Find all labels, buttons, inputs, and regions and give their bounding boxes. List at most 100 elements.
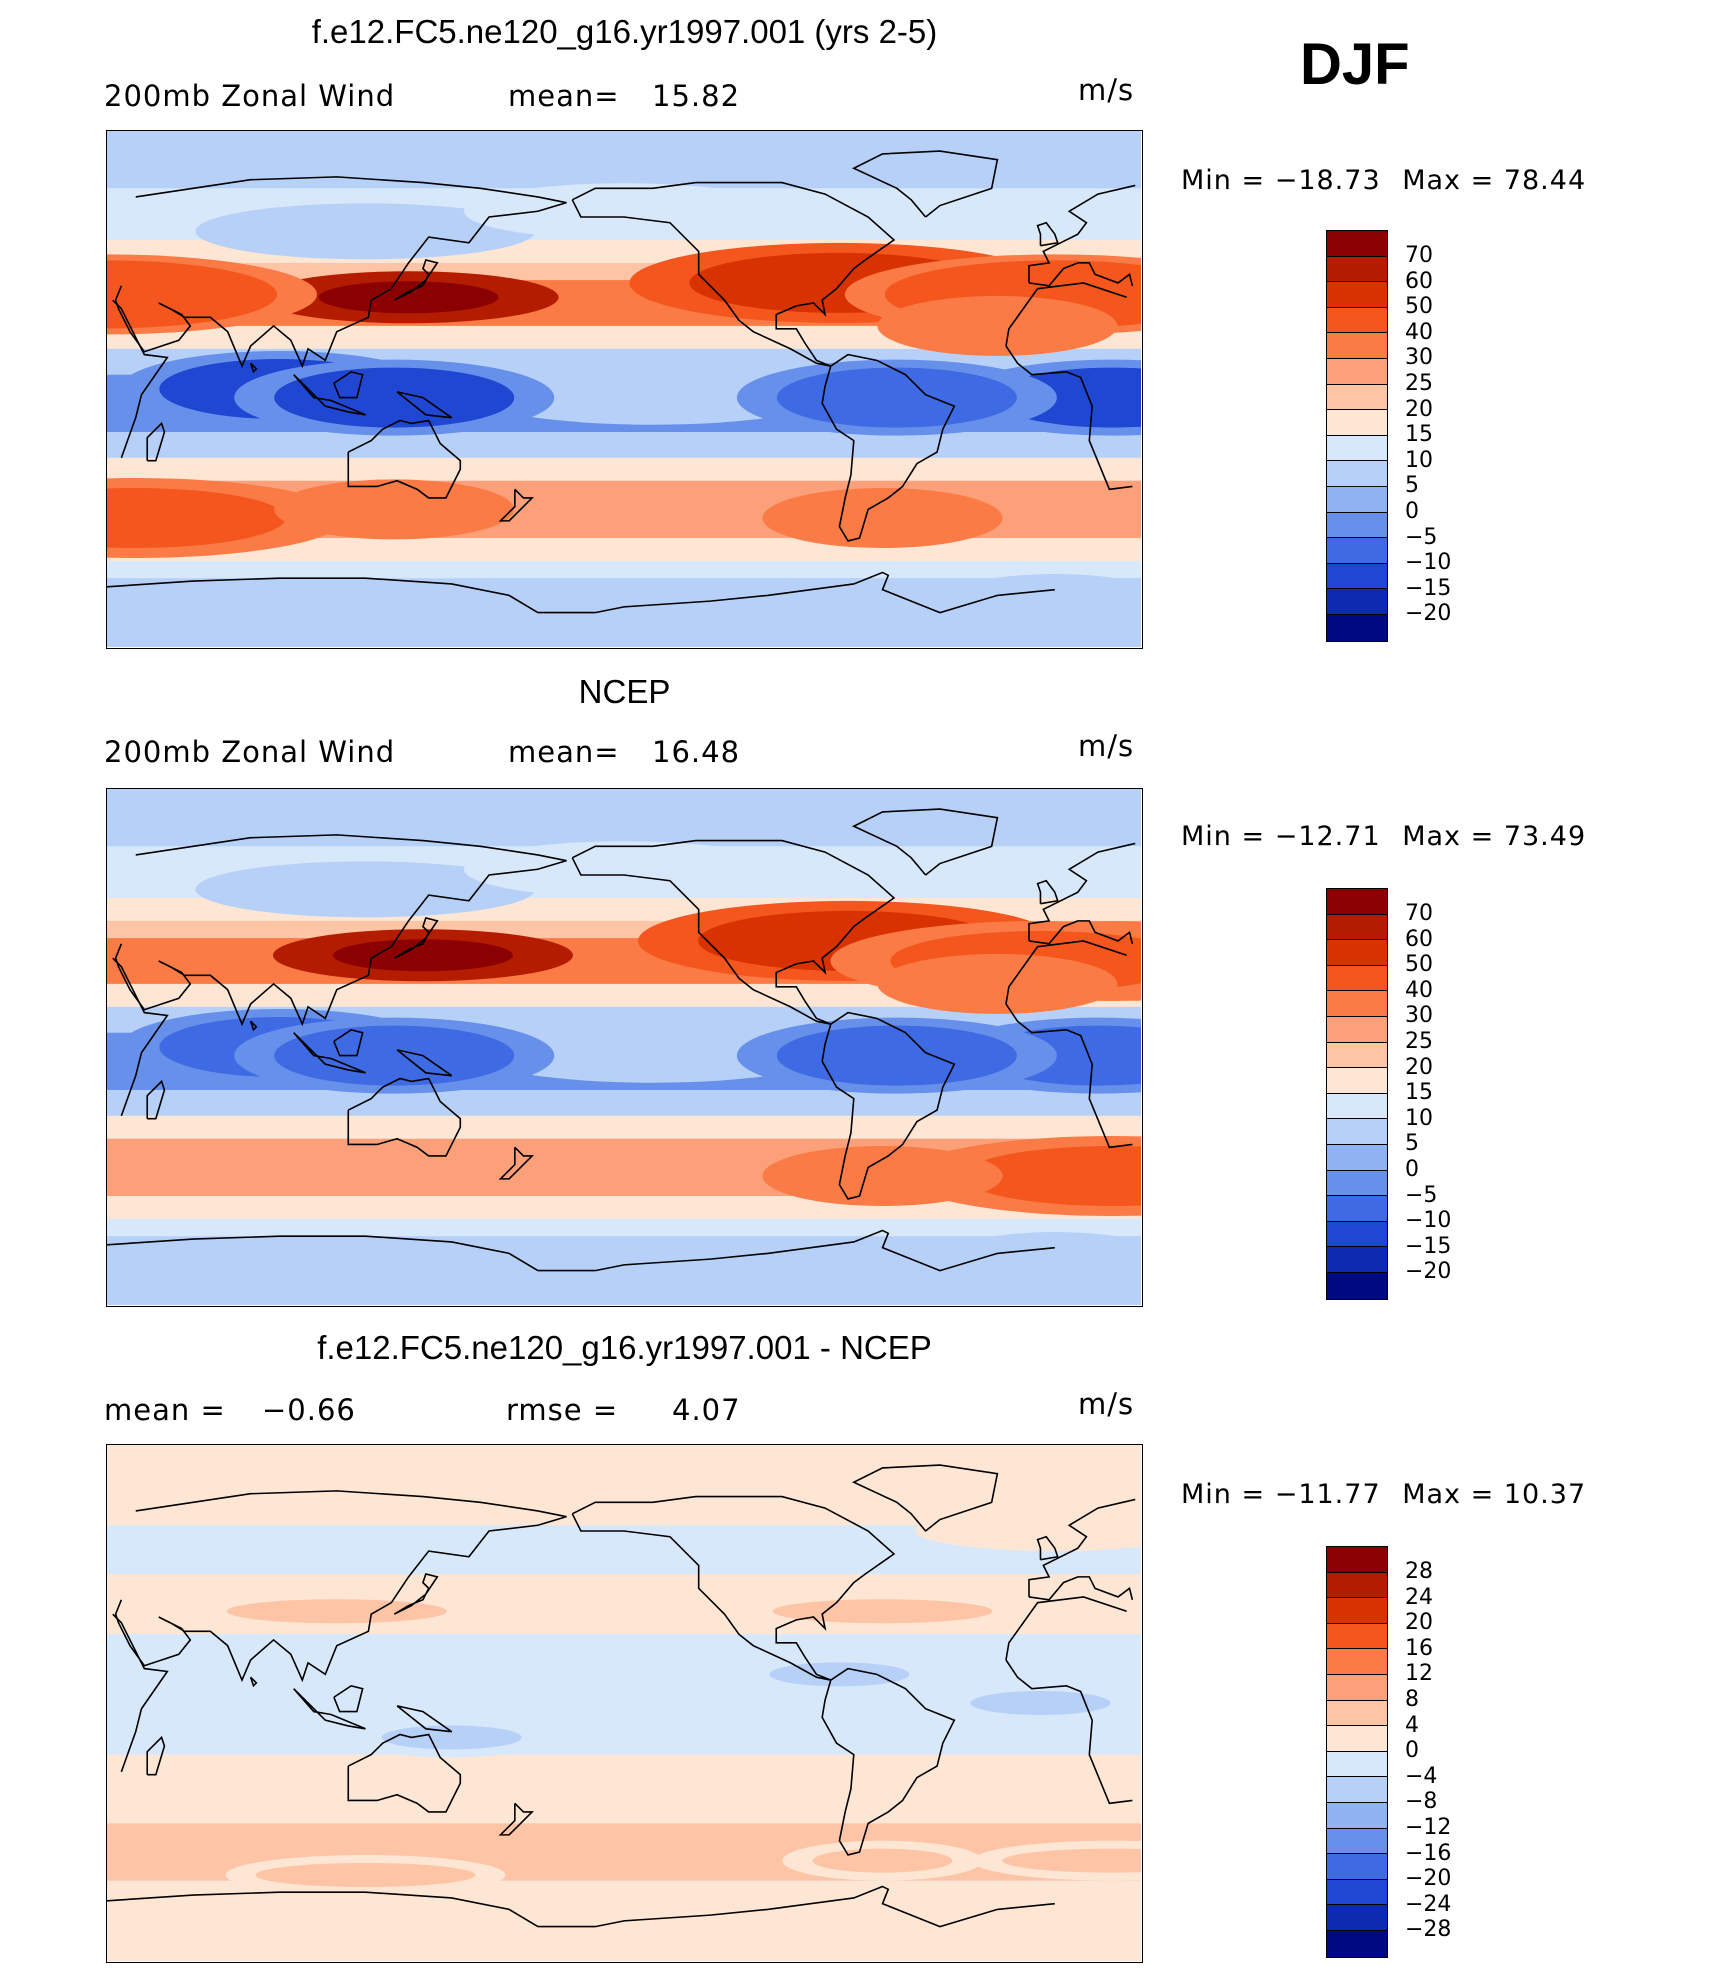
colorbar-swatch: [1327, 563, 1387, 590]
panel-1-minmax: Min = −18.73 Max = 78.44: [1181, 166, 1586, 196]
panel-3-rmse-value: 4.07: [672, 1393, 741, 1427]
panel-2-field: [107, 789, 1141, 1305]
field-blob: [464, 183, 784, 240]
colorbar-swatch: [1327, 914, 1387, 941]
panel-2-variable-label: 200mb Zonal Wind: [104, 735, 396, 769]
colorbar-tick-label: 16: [1405, 1635, 1433, 1661]
coastline-sri: [249, 1676, 258, 1688]
colorbar-tick-label: 60: [1405, 926, 1433, 952]
panel-1-field: [107, 131, 1141, 647]
colorbar-swatch: [1327, 940, 1387, 966]
field-blob: [877, 953, 1118, 1014]
panel-2-colorbar-labels: 70 60 50 40 30 25 20 15 10 5 0 −5 −10 −15 −20: [1405, 901, 1451, 1285]
colorbar-swatch: [1327, 1905, 1387, 1931]
zonal-band: [107, 1445, 1141, 1526]
coastline-eurasia: [1028, 842, 1136, 941]
coastline-eurasia: [114, 176, 567, 369]
panel-3-plot: [107, 1445, 1141, 1961]
coastline-indonesia: [293, 1032, 366, 1074]
colorbar-swatch: [1327, 1068, 1387, 1094]
colorbar-swatch: [1327, 1144, 1387, 1171]
field-blob: [107, 264, 257, 325]
coastline-namerica: [571, 1495, 896, 1681]
coastline-madagascar: [146, 421, 166, 462]
coastline-antarctica: [537, 571, 1055, 614]
coastline-eurasia: [1028, 1498, 1136, 1597]
colorbar-tick-label: 25: [1405, 1028, 1433, 1054]
colorbar-swatch: [1327, 1726, 1387, 1752]
colorbar-tick-label: 20: [1405, 1610, 1433, 1636]
coastline-africa: [1005, 1596, 1127, 1661]
colorbar-swatch: [1327, 358, 1387, 385]
coastline-japan: [393, 1573, 439, 1615]
coastline-newguinea: [396, 391, 453, 419]
coastline-indonesia: [293, 1688, 366, 1730]
colorbar-swatch: [1327, 589, 1387, 615]
coastline-eurasia: [1028, 184, 1136, 283]
colorbar-swatch: [1327, 1700, 1387, 1727]
coastline-antarctica: [537, 1229, 1055, 1272]
panel-1-min-label: Min = −18.73: [1181, 165, 1381, 196]
colorbar-swatch: [1327, 614, 1387, 641]
panel-2-colorbar: [1326, 888, 1388, 1300]
coastline-uk: [1036, 221, 1059, 247]
coastline-uk: [1036, 1535, 1059, 1561]
field-blob: [195, 861, 536, 918]
field-blob: [812, 1848, 953, 1873]
coastline-japan: [393, 259, 439, 301]
colorbar-tick-label: 15: [1405, 1080, 1433, 1106]
colorbar-tick-label: 28: [1405, 1559, 1433, 1584]
panel-2-min-label: Min = −12.71: [1181, 821, 1381, 852]
colorbar-tick-label: −12: [1405, 1814, 1452, 1840]
field-blob: [776, 367, 1017, 428]
field-blob: [962, 1146, 1141, 1206]
coastline-africa: [1005, 940, 1127, 1005]
colorbar-tick-label: −10: [1405, 1208, 1452, 1234]
panel-3-title: f.e12.FC5.ne120_g16.yr1997.001 - NCEP: [317, 1329, 932, 1366]
colorbar-tick-label: 20: [1405, 1054, 1433, 1080]
panel-2-map: [106, 788, 1143, 1307]
coastline-indonesia: [293, 374, 366, 416]
coastline-sri: [249, 362, 258, 374]
coastline-eurasia: [1028, 1576, 1134, 1601]
colorbar-tick-label: 5: [1405, 1131, 1419, 1157]
season-label: DJF: [1300, 32, 1410, 97]
coastline-borneo: [333, 1028, 364, 1057]
colorbar-tick-label: −20: [1405, 601, 1452, 627]
panel-3-coastlines: [107, 1464, 1136, 1928]
coastline-africa: [112, 299, 169, 459]
panel-1-units: m/s: [1078, 73, 1135, 107]
coastline-borneo: [333, 370, 364, 399]
field-blob: [762, 1146, 1003, 1206]
colorbar-tick-label: 24: [1405, 1584, 1433, 1610]
colorbar-swatch: [1327, 1042, 1387, 1069]
field-blob: [472, 1022, 833, 1083]
colorbar-tick-label: 30: [1405, 345, 1433, 371]
field-blob: [226, 1599, 447, 1624]
field-blob: [762, 488, 1003, 548]
colorbar-tick-label: 60: [1405, 268, 1433, 294]
colorbar-tick-label: −20: [1405, 1259, 1452, 1285]
coastline-australia: [347, 419, 462, 499]
panel-1-variable-label: 200mb Zonal Wind: [104, 79, 396, 113]
colorbar-tick-label: 8: [1405, 1686, 1419, 1712]
field-blob: [1002, 1848, 1141, 1873]
coastline-australia: [347, 1077, 462, 1157]
colorbar-swatch: [1327, 435, 1387, 462]
colorbar-swatch: [1327, 1930, 1387, 1957]
coastline-antarctica: [107, 577, 539, 614]
coastline-africa: [112, 957, 169, 1117]
panel-3-mean-label: mean =: [104, 1393, 226, 1427]
panel-1-coastlines: [107, 150, 1136, 614]
colorbar-swatch: [1327, 991, 1387, 1017]
coastline-greenland: [851, 1464, 999, 1532]
coastline-namerica: [571, 839, 896, 1025]
coastline-madagascar: [146, 1079, 166, 1120]
field-blob: [274, 367, 515, 428]
colorbar-swatch: [1327, 1777, 1387, 1803]
coastline-borneo: [333, 1684, 364, 1713]
colorbar-swatch: [1327, 889, 1387, 915]
panel-3-colorbar: [1326, 1546, 1388, 1958]
coastline-africa: [1005, 1659, 1133, 1805]
colorbar-swatch: [1327, 307, 1387, 334]
